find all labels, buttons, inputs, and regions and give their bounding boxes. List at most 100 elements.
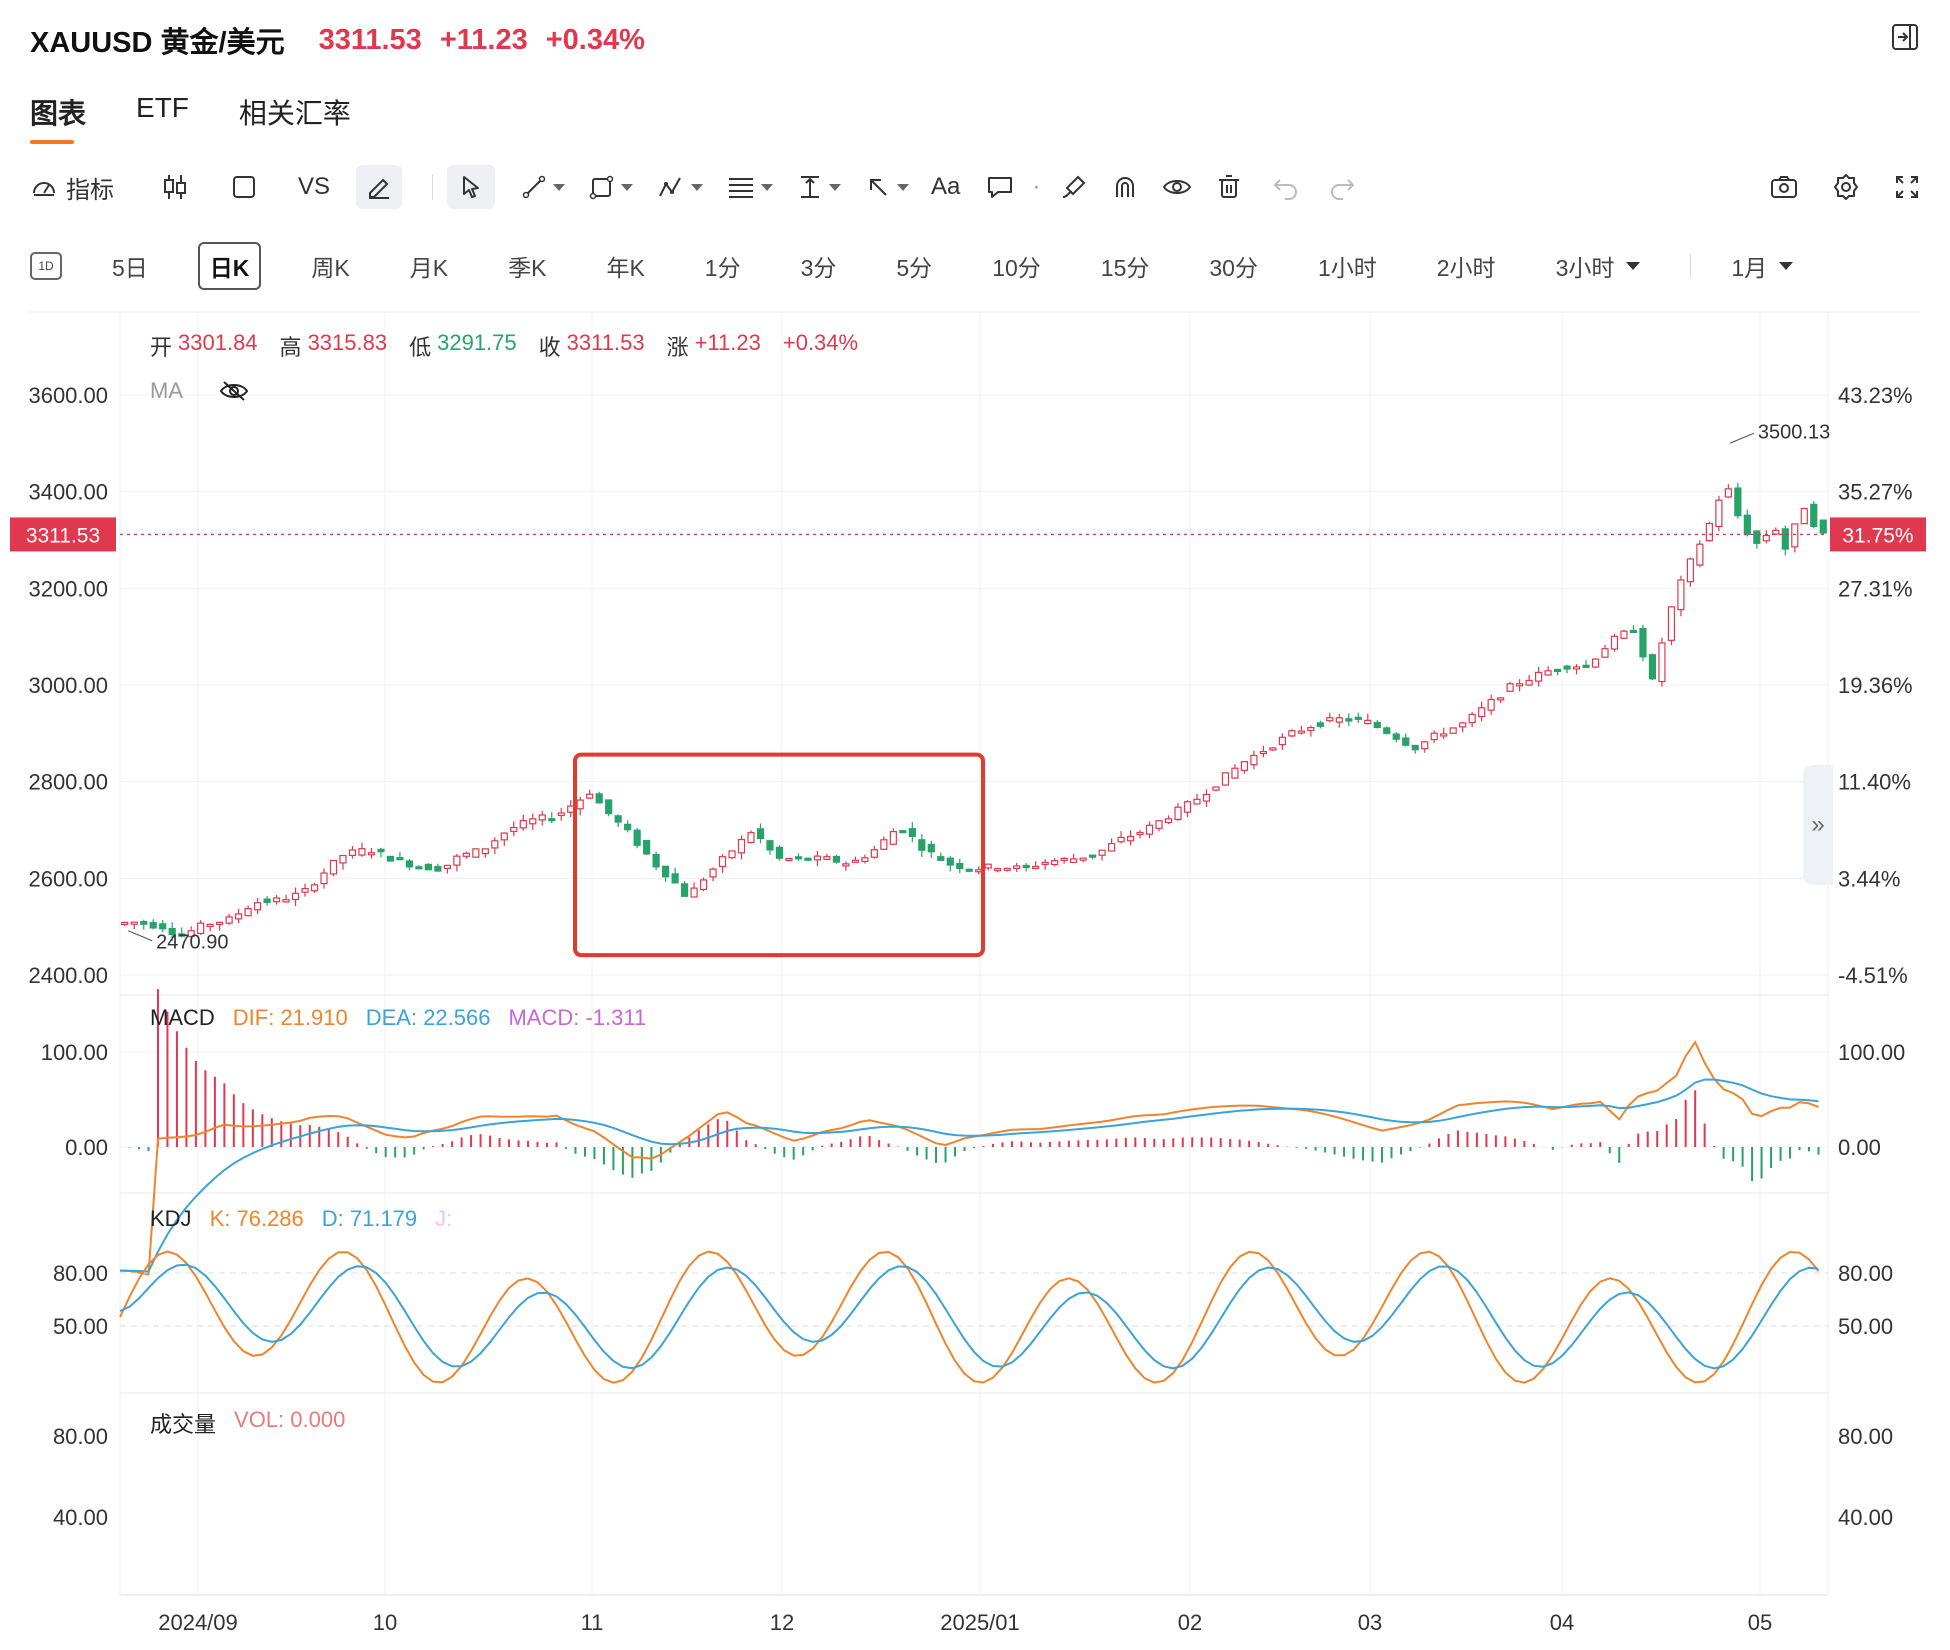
tab-related-fx[interactable]: 相关汇率 — [238, 98, 351, 129]
candle-body — [396, 857, 404, 861]
period-5d[interactable]: 5日 — [112, 255, 148, 281]
undo-button[interactable] — [1272, 165, 1300, 209]
rectangle-button[interactable] — [230, 165, 258, 209]
candle-body — [1411, 744, 1419, 751]
tab-etf[interactable]: ETF — [136, 92, 189, 123]
candle-body — [1089, 854, 1097, 858]
cursor-tool[interactable] — [447, 165, 496, 209]
dot-separator: · — [1032, 173, 1041, 200]
period-1h[interactable]: 1小时 — [1317, 255, 1377, 281]
line-tool[interactable] — [521, 165, 566, 209]
candle-body — [586, 793, 594, 799]
candle-body — [263, 898, 271, 904]
delete-drawings[interactable] — [1216, 165, 1242, 209]
candle-body — [1117, 836, 1125, 843]
candle-body — [851, 859, 859, 863]
candle-body — [1079, 857, 1087, 861]
candle-body — [1620, 630, 1628, 639]
magnet-tool[interactable] — [1112, 165, 1138, 209]
collapse-panel-icon[interactable] — [1890, 22, 1920, 52]
candle-body — [1658, 642, 1666, 683]
period-5m[interactable]: 5分 — [896, 255, 933, 281]
candle-body — [946, 857, 954, 866]
range-dropdown[interactable]: 1月 — [1721, 244, 1803, 288]
brush-tool[interactable] — [1060, 165, 1088, 209]
period-1m[interactable]: 1分 — [704, 255, 741, 281]
candle-body — [1478, 707, 1486, 718]
period-icon[interactable]: 1D — [30, 252, 62, 280]
settings-button[interactable] — [1832, 165, 1860, 209]
fib-tool[interactable] — [727, 165, 774, 209]
candle-body — [652, 853, 660, 868]
redo-button[interactable] — [1328, 165, 1356, 209]
candle-body — [216, 921, 224, 926]
period-10m[interactable]: 10分 — [992, 255, 1041, 281]
compare-button[interactable]: VS — [298, 173, 331, 200]
period-divider — [1690, 254, 1692, 278]
text-tool[interactable]: Aa — [931, 173, 961, 200]
candle-body — [253, 902, 262, 911]
macd-legend: MACD DIF: 21.910 DEA: 22.566 MACD: -1.31… — [150, 1005, 664, 1031]
arrow-tool[interactable] — [865, 165, 910, 209]
period-weekly[interactable]: 周K — [311, 255, 350, 281]
period-quarterly[interactable]: 季K — [508, 255, 547, 281]
measure-tool[interactable] — [797, 165, 842, 209]
expand-panel-button[interactable]: » — [1803, 765, 1833, 885]
candle-body — [1126, 835, 1135, 842]
candle-body — [709, 868, 717, 878]
indicator-button[interactable]: 指标 — [30, 165, 114, 209]
kdj-j: J: — [435, 1206, 453, 1231]
candle-body — [548, 818, 556, 822]
period-30m[interactable]: 30分 — [1209, 255, 1258, 281]
draw-toggle-button[interactable] — [356, 165, 403, 209]
trend-line-icon — [522, 175, 546, 199]
candle-body — [1335, 717, 1343, 723]
candle-body — [377, 848, 385, 853]
candle-body — [329, 859, 338, 875]
ma-label: MA — [150, 378, 183, 403]
candle-body — [1810, 503, 1818, 527]
candle-body — [861, 857, 869, 862]
fullscreen-button[interactable] — [1894, 165, 1920, 209]
candle-type-button[interactable] — [160, 165, 190, 209]
kdj-tick-label: 50.00 — [53, 1314, 108, 1339]
candle-body — [187, 930, 195, 937]
screenshot-button[interactable] — [1770, 165, 1798, 209]
candle-body — [130, 921, 138, 925]
period-yearly[interactable]: 年K — [606, 255, 645, 281]
comment-icon — [988, 177, 1013, 198]
max-leader-line — [1729, 432, 1755, 444]
candle-body — [1269, 747, 1277, 751]
pattern-tool[interactable] — [657, 165, 704, 209]
date-tick-label: 10 — [373, 1610, 397, 1635]
price-tick-label: 3400.00 — [28, 480, 108, 505]
macd-tick-label: 100.00 — [41, 1040, 108, 1065]
period-daily[interactable]: 日K — [197, 242, 262, 290]
price-chart[interactable]: 3600.00 3400.00 3200.00 3000.00 2800.00 2600.… — [0, 300, 1950, 1650]
period-2h[interactable]: 2小时 — [1436, 255, 1496, 281]
period-15m[interactable]: 15分 — [1100, 255, 1150, 281]
candle-body — [1013, 865, 1021, 870]
price-range-icon — [801, 176, 820, 198]
date-tick-label: 04 — [1550, 1610, 1574, 1635]
current-pct-tag-bg — [1830, 517, 1926, 552]
period-monthly[interactable]: 月K — [409, 255, 449, 281]
candle-body — [1364, 719, 1372, 725]
max-price-label: 3500.13 — [1758, 421, 1830, 443]
comment-tool[interactable] — [986, 165, 1014, 209]
candle-body — [1601, 648, 1609, 658]
period-3h-label: 3小时 — [1555, 255, 1615, 281]
period-3m[interactable]: 3分 — [800, 255, 837, 281]
tab-chart[interactable]: 图表 — [30, 92, 86, 144]
arrow-up-left-icon — [870, 179, 887, 196]
candle-body — [1098, 849, 1106, 856]
candle-body — [434, 865, 442, 872]
kdj-legend: KDJ K: 76.286 D: 71.179 J: — [150, 1206, 470, 1232]
candle-body — [1326, 717, 1334, 722]
eye-off-icon[interactable] — [219, 379, 249, 403]
candle-body — [794, 856, 803, 860]
visibility-toggle[interactable] — [1162, 165, 1192, 209]
period-3h[interactable]: 3小时 — [1546, 244, 1651, 288]
candle-body — [1449, 727, 1457, 734]
shape-tool[interactable] — [589, 165, 634, 209]
